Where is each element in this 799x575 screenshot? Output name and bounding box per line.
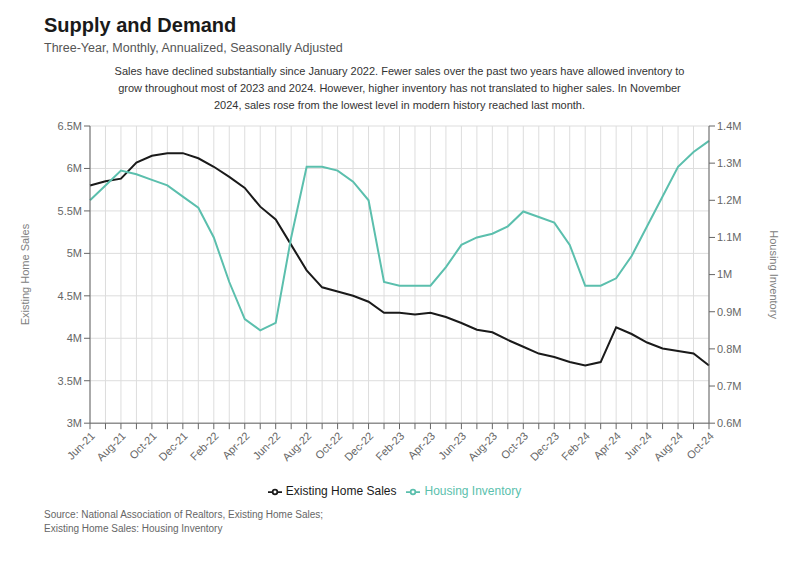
svg-text:Oct-21: Oct-21 — [127, 430, 159, 462]
html-text:Sales have declined substantia: Sales have declined substantially since … — [114, 65, 685, 77]
svg-text:Dec-22: Dec-22 — [342, 430, 376, 464]
html-text:Three-Year, Monthly, Annualize: Three-Year, Monthly, Annualized, Seasona… — [44, 41, 343, 55]
svg-text:4.5M: 4.5M — [58, 290, 82, 302]
svg-text:Apr-23: Apr-23 — [406, 430, 438, 462]
svg-text:0.6M: 0.6M — [717, 417, 741, 429]
svg-text:Feb-23: Feb-23 — [373, 430, 406, 463]
svg-text:6M: 6M — [67, 162, 82, 174]
svg-text:Existing Home Sales: Existing Home Sales — [19, 223, 31, 325]
svg-text:0.8M: 0.8M — [717, 343, 741, 355]
svg-text:Jun-21: Jun-21 — [65, 430, 97, 462]
svg-text:Aug-24: Aug-24 — [651, 430, 685, 464]
svg-text:4M: 4M — [67, 332, 82, 344]
svg-text:1.2M: 1.2M — [717, 194, 741, 206]
svg-text:0.9M: 0.9M — [717, 306, 741, 318]
svg-text:5M: 5M — [67, 247, 82, 259]
svg-text:Apr-24: Apr-24 — [591, 430, 623, 462]
svg-text:Oct-23: Oct-23 — [498, 430, 530, 462]
svg-text:Jun-23: Jun-23 — [436, 430, 468, 462]
svg-text:Oct-24: Oct-24 — [684, 430, 716, 462]
svg-text:1.4M: 1.4M — [717, 120, 741, 132]
html-text:Existing Home Sales: Housing I: Existing Home Sales: Housing Inventory — [44, 523, 223, 534]
svg-text:3.5M: 3.5M — [58, 375, 82, 387]
svg-text:Jun-24: Jun-24 — [622, 430, 654, 462]
svg-text:6.5M: 6.5M — [58, 120, 82, 132]
svg-text:Aug-23: Aug-23 — [466, 430, 500, 464]
html-text:grow throughout most of 2023 a: grow throughout most of 2023 and 2024. H… — [118, 82, 681, 94]
svg-text:Jun-22: Jun-22 — [250, 430, 282, 462]
svg-text:Housing Inventory: Housing Inventory — [768, 230, 780, 319]
html-text:Existing Home Sales: Existing Home Sales — [285, 484, 397, 499]
svg-text:Aug-22: Aug-22 — [280, 430, 314, 464]
svg-text:Dec-23: Dec-23 — [528, 430, 562, 464]
svg-text:3M: 3M — [67, 417, 82, 429]
svg-text:Oct-22: Oct-22 — [313, 430, 345, 462]
html-text:Supply and Demand: Supply and Demand — [44, 14, 237, 36]
svg-text:Dec-21: Dec-21 — [156, 430, 190, 464]
html-text:Source: National Association o: Source: National Association of Realtors… — [44, 509, 323, 520]
html-text:2024, sales rose from the lowe: 2024, sales rose from the lowest level i… — [213, 99, 586, 111]
html-text:Housing Inventory: Housing Inventory — [424, 484, 522, 499]
svg-text:Aug-21: Aug-21 — [94, 430, 128, 464]
svg-text:1M: 1M — [717, 268, 732, 280]
svg-text:5.5M: 5.5M — [58, 205, 82, 217]
svg-text:1.3M: 1.3M — [717, 157, 741, 169]
svg-text:Feb-24: Feb-24 — [559, 430, 592, 463]
svg-text:Feb-22: Feb-22 — [188, 430, 221, 463]
svg-text:0.7M: 0.7M — [717, 380, 741, 392]
svg-text:Apr-22: Apr-22 — [220, 430, 252, 462]
svg-text:1.1M: 1.1M — [717, 231, 741, 243]
